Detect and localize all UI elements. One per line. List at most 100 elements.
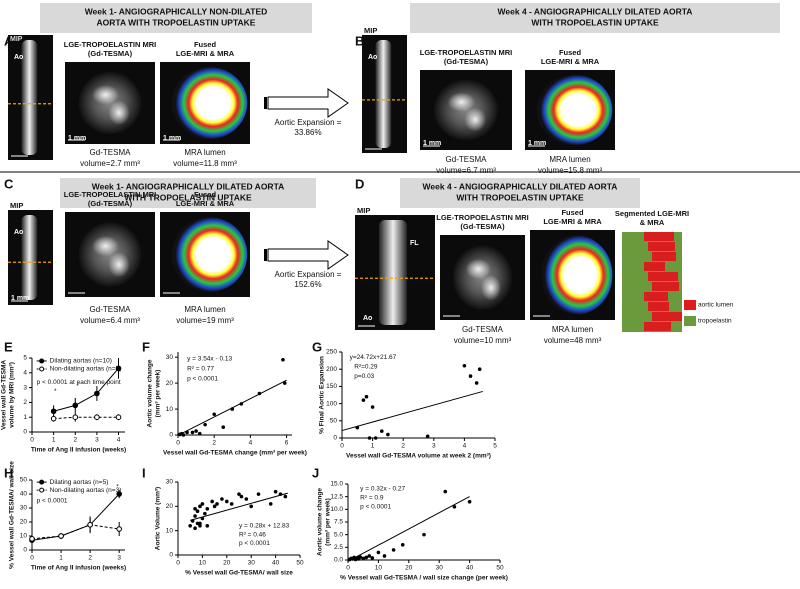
x-tick-label: 0: [346, 565, 350, 572]
point: [361, 398, 366, 402]
point: [400, 543, 405, 547]
marker: [116, 491, 122, 497]
mip-label: MIP: [10, 36, 23, 43]
y-tick-label: 5: [23, 355, 27, 362]
signal: [447, 92, 476, 112]
point: [188, 524, 192, 528]
x-axis-label: % Vessel wall Gd-TESMA / wall size chang…: [340, 575, 508, 582]
y-tick-label: 150: [326, 383, 337, 390]
panel-letter: H: [4, 465, 13, 480]
point: [278, 492, 283, 496]
point: [379, 429, 384, 433]
marker: [87, 522, 93, 528]
annotation: y = 0.28x + 12.83: [239, 523, 290, 530]
y-tick-label: 50: [20, 477, 28, 484]
expansion-arrow: [267, 240, 349, 270]
scale-label: 1 mm: [528, 140, 546, 147]
signal: [480, 274, 502, 301]
y-tick-label: 0: [333, 435, 337, 442]
x-tick-label: 40: [466, 565, 474, 572]
point: [358, 555, 362, 559]
point: [386, 432, 390, 437]
point: [195, 509, 200, 513]
point: [361, 556, 366, 561]
x-tick-label: 2: [73, 437, 77, 444]
mra-caption: volume=48 mm³: [544, 336, 602, 345]
segment: [652, 252, 676, 261]
y-tick-label: 200: [326, 366, 337, 373]
panel-header: WITH TROPOELASTIN UPTAKE: [531, 17, 659, 27]
x-axis-label: Time of Ang II infusion (weeks): [31, 447, 126, 454]
point: [452, 505, 457, 509]
x-tick-label: 4: [249, 440, 253, 447]
expansion-label: 152.6%: [294, 280, 321, 289]
gd-caption: Gd-TESMA: [90, 305, 132, 314]
legend-label: aortic lumen: [698, 302, 734, 309]
annotation: p < 0.0001: [239, 540, 270, 547]
panel-letter: B: [355, 33, 364, 48]
point: [230, 407, 235, 411]
panel-header: AORTA WITH TROPOELASTIN UPTAKE: [97, 17, 256, 27]
point: [200, 516, 205, 521]
y-tick-label: 0.0: [334, 557, 343, 564]
panel-header: Week 1- ANGIOGRAPHICALLY NON-DILATED: [85, 6, 268, 16]
aorta-tube: [21, 215, 38, 300]
panel-header-box: [40, 3, 312, 33]
point: [249, 504, 253, 509]
mra-caption: MRA lumen: [552, 325, 593, 334]
point: [273, 489, 278, 494]
series-line: [31, 493, 120, 541]
segment: [644, 322, 671, 331]
x-tick-label: 1: [59, 555, 63, 562]
annotation: R²=0.29: [354, 363, 378, 370]
y-axis-label: volume by MRI (mm³): [9, 362, 16, 428]
point: [376, 550, 381, 555]
x-tick-label: 30: [436, 565, 444, 572]
point: [367, 554, 372, 558]
y-tick-label: 15.0: [330, 481, 343, 488]
marker: [72, 414, 79, 421]
trend-line: [190, 492, 288, 521]
point: [237, 492, 241, 496]
annotation: p < 0.0001: [187, 375, 218, 382]
point: [221, 425, 226, 430]
legend-swatch: [684, 316, 696, 326]
lge-title: (Gd-TESMA): [444, 57, 489, 66]
trend-line: [347, 496, 470, 562]
annotation: y=24.72x+21.67: [350, 354, 397, 361]
y-tick-label: 10.0: [330, 506, 343, 513]
point: [257, 391, 262, 396]
legend-marker: [39, 358, 45, 364]
gd-caption: Gd-TESMA: [462, 325, 504, 334]
scale-label: 1 mm: [11, 295, 29, 302]
signal: [108, 251, 130, 278]
annotation: *: [116, 484, 119, 491]
trend-line: [341, 390, 483, 432]
panel-header: Week 4 - ANGIOGRAPHICALLY DILATED AORTA: [498, 6, 693, 16]
mip-label: MIP: [364, 26, 377, 35]
legend-marker: [39, 479, 45, 485]
x-tick-label: 4: [463, 443, 467, 450]
lge-title: LGE-TROPOELASTIN MRI: [64, 190, 157, 199]
point: [244, 497, 249, 501]
point: [364, 555, 369, 560]
marker: [115, 414, 122, 421]
point: [256, 492, 261, 496]
point: [193, 506, 197, 511]
y-tick-label: 2: [23, 399, 27, 406]
y-tick-label: 40: [20, 491, 28, 498]
point: [367, 436, 372, 440]
segment: [648, 302, 669, 311]
x-tick-label: 40: [272, 560, 280, 567]
panel-header: WITH TROPOELASTIN UPTAKE: [124, 192, 252, 202]
x-tick-label: 5: [493, 443, 497, 450]
expansion-label: Aortic Expansion =: [275, 118, 342, 127]
annotation: R² = 0.77: [187, 365, 214, 372]
segment: [648, 242, 675, 251]
x-tick-label: 20: [223, 560, 231, 567]
annotation: *: [54, 388, 57, 395]
point: [477, 367, 482, 372]
segment: [644, 232, 674, 241]
y-axis-label: Aortic Volume (mm³): [155, 487, 162, 550]
marker: [115, 365, 122, 372]
